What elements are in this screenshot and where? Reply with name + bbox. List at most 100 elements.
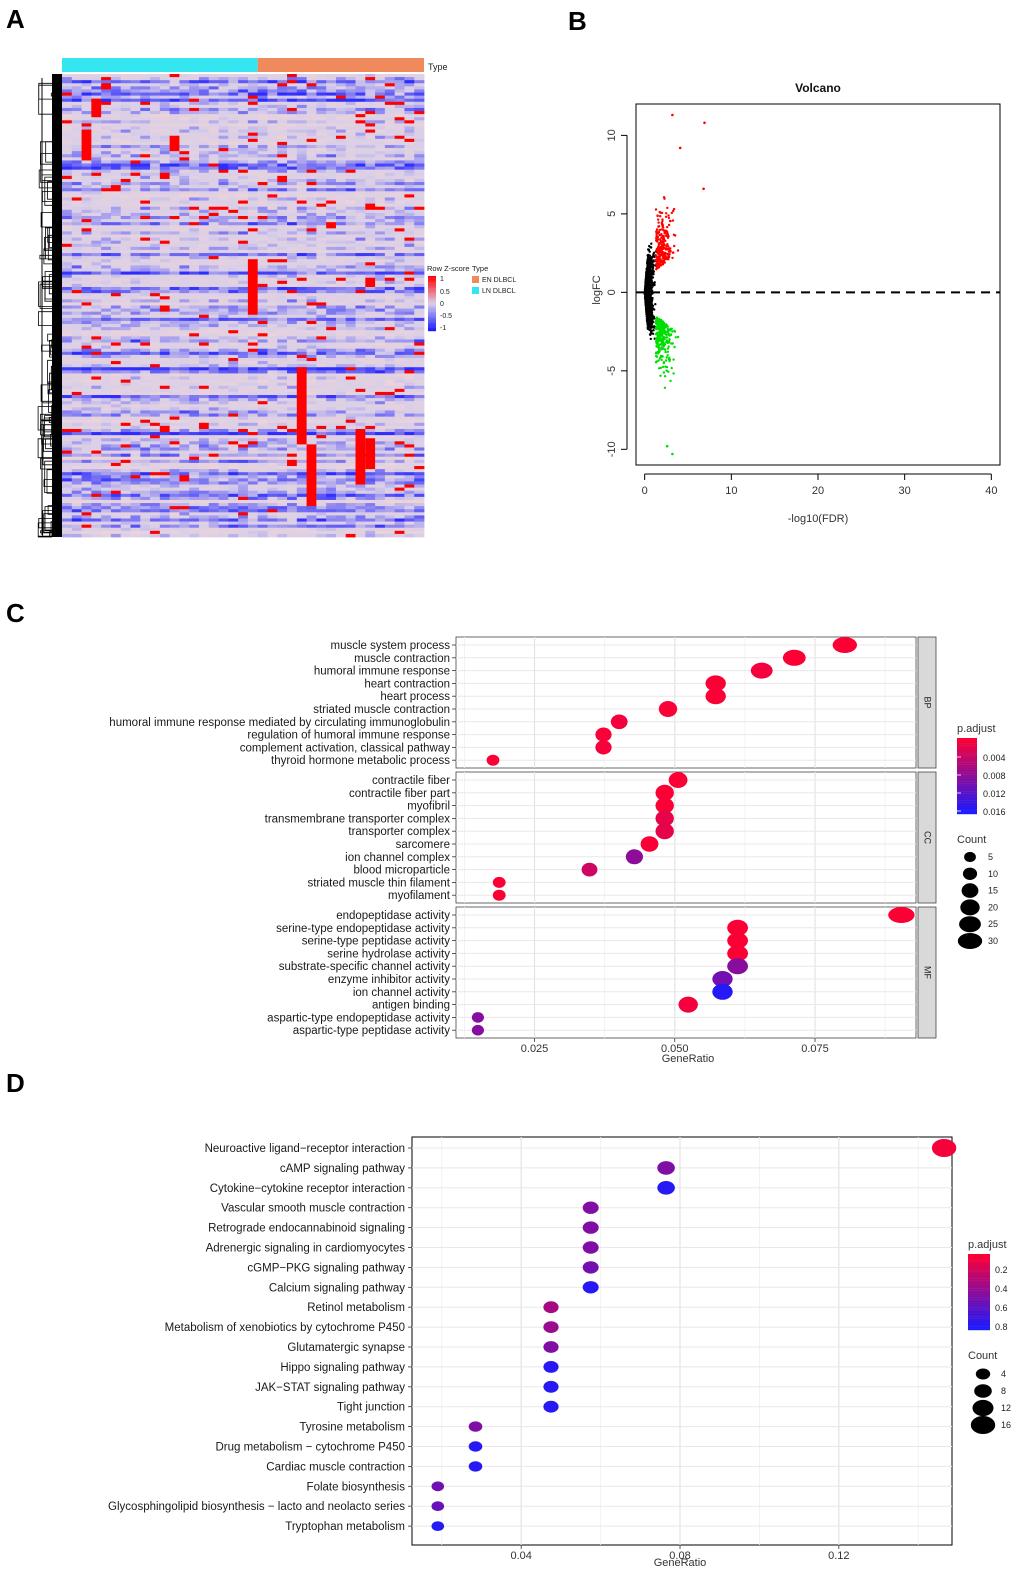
heatmap-cell <box>296 481 307 485</box>
heatmap-cell <box>218 132 229 137</box>
heatmap-cell <box>140 74 151 78</box>
heatmap-cell <box>257 77 268 81</box>
heatmap-cell <box>267 225 278 229</box>
heatmap-cell <box>414 401 425 405</box>
heatmap-cell <box>414 305 425 309</box>
heatmap-cell <box>238 169 249 174</box>
heatmap-cell <box>198 416 210 421</box>
heatmap-cell <box>394 401 405 405</box>
heatmap-cell <box>130 354 141 359</box>
heatmap-cell <box>110 487 122 492</box>
heatmap-cell <box>208 342 219 347</box>
heatmap-cell <box>414 197 425 201</box>
heatmap-cell <box>335 308 347 313</box>
heatmap-cell <box>179 324 190 328</box>
heatmap-cell <box>130 274 141 279</box>
heatmap-cell <box>335 330 347 334</box>
heatmap-cell <box>394 240 405 245</box>
heatmap-cell <box>110 237 122 242</box>
heatmap-cell <box>130 101 141 106</box>
heatmap-cell <box>110 391 122 396</box>
heatmap-cell <box>345 215 356 220</box>
heatmap-cell <box>62 185 73 189</box>
heatmap-cell <box>277 361 288 365</box>
heatmap-cell <box>208 373 219 377</box>
heatmap-cell <box>365 231 376 235</box>
heatmap-cell <box>414 212 425 217</box>
heatmap-cell <box>404 438 415 442</box>
heatmap-cell <box>189 237 200 242</box>
heatmap-cell <box>208 354 219 359</box>
heatmap-cell <box>159 472 171 476</box>
heatmap-cell <box>81 163 92 167</box>
heatmap-cell <box>120 182 131 186</box>
heatmap-cell <box>414 413 425 418</box>
heatmap-cell <box>355 157 366 161</box>
heatmap-cell <box>287 277 298 282</box>
heatmap-cell <box>198 410 210 414</box>
heatmap-cell <box>287 370 298 374</box>
heatmap-cell <box>198 398 210 402</box>
heatmap-cell <box>296 77 307 81</box>
heatmap-cell <box>404 135 415 140</box>
heatmap-cell <box>414 327 425 331</box>
heatmap-cell <box>306 148 317 152</box>
heatmap-cell <box>394 481 405 485</box>
heatmap-cell <box>208 256 219 260</box>
heatmap-cell <box>110 475 122 479</box>
heatmap-cell <box>326 357 337 362</box>
heatmap-cell <box>277 212 288 217</box>
heatmap-cell <box>247 169 259 174</box>
heatmap-cell <box>277 376 288 380</box>
heatmap-cell <box>62 268 73 272</box>
heatmap-cell <box>169 354 180 359</box>
heatmap-cell <box>101 342 112 347</box>
heatmap-cell <box>130 182 141 186</box>
heatmap-cell <box>394 376 405 380</box>
heatmap-cell <box>110 354 122 359</box>
heatmap-cell <box>198 132 210 137</box>
heatmap-cell <box>365 317 376 322</box>
heatmap-cell <box>414 453 425 458</box>
heatmap-cell <box>218 466 229 470</box>
heatmap-cell <box>101 413 112 418</box>
heatmap-cell <box>247 182 259 186</box>
heatmap-cell <box>316 472 327 476</box>
heatmap-cell <box>218 469 229 473</box>
heatmap-cell <box>169 126 180 130</box>
heatmap-cell <box>110 367 122 371</box>
heatmap-cell <box>247 364 259 368</box>
heatmap-cell <box>316 351 327 356</box>
heatmap-cell <box>101 212 112 217</box>
heatmap-cell <box>375 185 386 189</box>
heatmap-cell <box>394 101 405 106</box>
heatmap-cell <box>306 277 317 282</box>
heatmap-cell <box>169 101 180 106</box>
heatmap-cell <box>169 428 180 433</box>
heatmap-cell <box>208 178 219 183</box>
heatmap-cell <box>257 388 268 393</box>
heatmap-cell <box>62 382 73 387</box>
heatmap-cell <box>238 203 249 208</box>
heatmap-cell <box>62 478 73 482</box>
heatmap-cell <box>110 407 122 411</box>
heatmap-cell <box>365 206 376 211</box>
heatmap-cell <box>287 160 298 164</box>
heatmap-cell <box>218 101 229 106</box>
heatmap-cell <box>267 293 278 297</box>
heatmap-cell <box>404 83 415 87</box>
heatmap-cell <box>394 447 405 451</box>
heatmap-cell <box>365 367 376 371</box>
heatmap-cell <box>150 101 161 106</box>
heatmap-cell <box>277 308 288 313</box>
heatmap-cell <box>257 219 268 223</box>
heatmap-cell <box>110 432 122 436</box>
heatmap-cell <box>208 339 219 343</box>
heatmap-cell <box>81 280 92 285</box>
heatmap-cell <box>91 203 102 208</box>
heatmap-cell <box>355 376 366 380</box>
heatmap-cell <box>140 361 151 365</box>
heatmap-cell <box>414 234 425 238</box>
heatmap-cell <box>296 144 307 149</box>
heatmap-cell <box>120 191 131 195</box>
